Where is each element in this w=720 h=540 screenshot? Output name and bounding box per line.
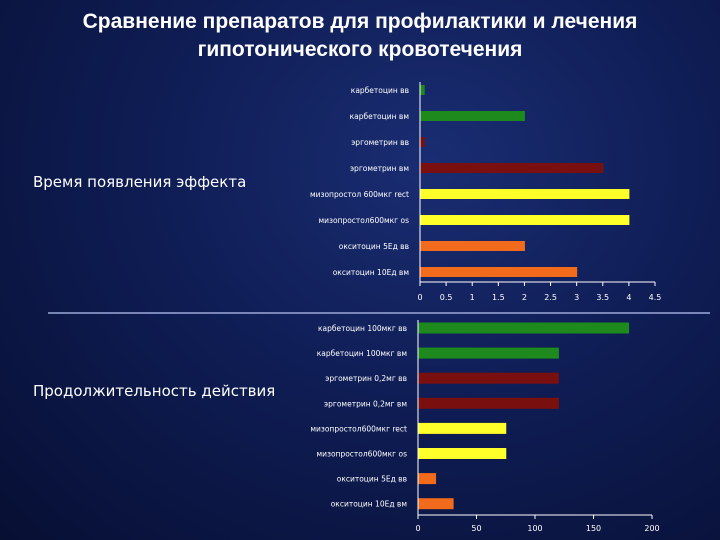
onset-label: Время появления эффекта xyxy=(33,173,247,191)
duration-tick-label: 0 xyxy=(415,524,420,533)
duration-chart: карбетоцин 100мкг вв карбетоцин 100мкг вм… xyxy=(310,320,660,533)
section-divider xyxy=(48,312,710,314)
duration-bar xyxy=(418,322,630,334)
onset-bar xyxy=(420,163,604,173)
onset-category-label: окситоцин 5Ед вв xyxy=(339,242,409,251)
duration-tick-label: 50 xyxy=(471,524,481,533)
slide-title: Сравнение препаратов для профилактики и … xyxy=(0,8,720,64)
onset-bar xyxy=(420,85,425,95)
duration-category-label: карбетоцин 100мкг вв xyxy=(318,324,407,333)
onset-tick-label: 0 xyxy=(417,293,422,302)
title-line-2: гипотонического кровотечения xyxy=(197,38,523,61)
onset-category-label: карбетоцин вв xyxy=(351,86,409,95)
onset-bar xyxy=(420,137,425,147)
duration-category-label: эргометрин 0,2мг вв xyxy=(325,374,407,383)
onset-bar xyxy=(420,241,525,251)
onset-tick-label: 4 xyxy=(626,293,631,302)
duration-category-label: окситоцин 5Ед вв xyxy=(337,475,407,484)
onset-tick-label: 0.5 xyxy=(440,293,453,302)
duration-bar xyxy=(418,498,454,510)
onset-category-label: эргометрин вв xyxy=(351,138,409,147)
duration-bar xyxy=(418,397,559,409)
onset-bar xyxy=(420,189,630,199)
onset-bar xyxy=(420,215,630,225)
duration-label: Продолжительность действия xyxy=(33,382,276,400)
onset-chart: карбетоцин вв карбетоцин вм эргометрин вв э… xyxy=(310,82,661,302)
duration-category-label: мизопростол600мкг rect xyxy=(310,424,407,433)
onset-bar xyxy=(420,111,525,121)
duration-bar xyxy=(418,347,559,359)
onset-bar xyxy=(420,267,578,277)
title-line-1: Сравнение препаратов для профилактики и … xyxy=(82,10,638,33)
duration-bar xyxy=(418,372,559,384)
onset-tick-label: 2 xyxy=(522,293,527,302)
duration-tick-label: 200 xyxy=(644,524,659,533)
onset-category-label: окситоцин 10Ед вм xyxy=(333,268,409,277)
duration-category-label: окситоцин 10Ед вм xyxy=(331,500,407,509)
duration-category-label: карбетоцин 100мкг вм xyxy=(317,349,407,358)
onset-category-label: мизопростол600мкг os xyxy=(318,216,409,225)
onset-tick-label: 1 xyxy=(470,293,475,302)
onset-tick-label: 3.5 xyxy=(596,293,609,302)
duration-category-label: эргометрин 0,2мг вм xyxy=(324,399,407,408)
onset-category-label: карбетоцин вм xyxy=(350,112,409,121)
duration-bar xyxy=(418,473,437,485)
onset-tick-label: 4.5 xyxy=(649,293,662,302)
duration-tick-label: 100 xyxy=(527,524,542,533)
onset-category-label: эргометрин вм xyxy=(350,164,409,173)
duration-bar xyxy=(418,448,507,459)
onset-tick-label: 1.5 xyxy=(492,293,505,302)
duration-bar xyxy=(418,422,507,434)
onset-tick-label: 2.5 xyxy=(544,293,557,302)
onset-category-label: мизопростол 600мкг rect xyxy=(310,190,409,199)
onset-tick-label: 3 xyxy=(574,293,579,302)
duration-tick-label: 150 xyxy=(586,524,601,533)
duration-category-label: мизопростол600мкг os xyxy=(316,450,407,459)
